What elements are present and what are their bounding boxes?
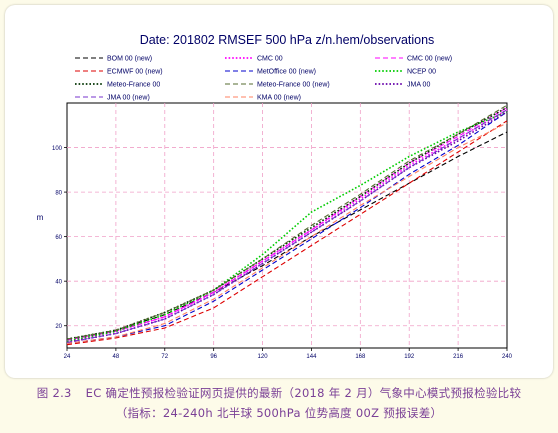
caption-line-1: EC 确定性预报检验证网页提供的最新（2018 年 2 月）气象中心模式预报检验… <box>85 386 522 400</box>
x-tick-label: 48 <box>113 354 120 360</box>
x-tick-label: 216 <box>453 354 464 360</box>
series-line <box>66 122 508 345</box>
y-axis-label: m <box>37 213 44 222</box>
series-line <box>66 104 508 340</box>
y-axis: 20 40 60 80 100 <box>52 146 67 330</box>
legend-label: CMC 00 (new) <box>407 56 452 63</box>
x-axis: 24 48 72 96 120 144 168 192 216 240 <box>64 348 513 360</box>
series-line <box>66 107 508 341</box>
x-tick-label: 96 <box>210 354 217 360</box>
y-tick-label: 100 <box>52 146 63 152</box>
legend-label: JMA 00 (new) <box>107 95 150 102</box>
y-tick-label: 80 <box>55 191 62 197</box>
legend-label: KMA 00 (new) <box>257 95 301 102</box>
figure-label: 图 2.3 <box>36 386 72 400</box>
legend: BOM 00 (new) CMC 00 CMC 00 (new) ECMWF 00 (… <box>75 56 452 102</box>
series-line <box>66 120 508 346</box>
series-line <box>66 111 508 343</box>
legend-label: MetOffice 00 (new) <box>257 69 316 76</box>
caption-line-2: （指标：24-240h 北半球 500hPa 位势高度 00Z 预报误差） <box>115 406 443 420</box>
x-tick-label: 72 <box>161 354 168 360</box>
legend-label: JMA 00 <box>407 82 430 89</box>
x-tick-label: 192 <box>404 354 415 360</box>
x-tick-label: 120 <box>258 354 269 360</box>
x-tick-label: 240 <box>502 354 513 360</box>
x-tick-label: 168 <box>355 354 366 360</box>
figure-caption: 图 2.3 EC 确定性预报检验证网页提供的最新（2018 年 2 月）气象中心模… <box>0 383 558 423</box>
chart-title: Date: 201802 RMSEF 500 hPa z/n.hem/obser… <box>140 33 435 47</box>
series-line <box>66 109 508 343</box>
legend-label: BOM 00 (new) <box>107 56 152 63</box>
y-tick-label: 40 <box>55 280 62 286</box>
x-tick-label: 24 <box>64 354 71 360</box>
y-tick-label: 20 <box>55 324 62 330</box>
legend-label: Meteo-France 00 <box>107 82 160 89</box>
x-tick-label: 144 <box>306 354 317 360</box>
y-tick-label: 60 <box>55 235 62 241</box>
legend-label: CMC 00 <box>257 56 283 63</box>
rmse-line-chart: Date: 201802 RMSEF 500 hPa z/n.hem/obser… <box>37 33 513 360</box>
legend-label: Meteo-France 00 (new) <box>257 82 330 89</box>
series-line <box>66 111 508 345</box>
legend-label: ECMWF 00 (new) <box>107 69 163 76</box>
series-group <box>66 104 508 346</box>
legend-label: NCEP 00 <box>407 69 436 76</box>
